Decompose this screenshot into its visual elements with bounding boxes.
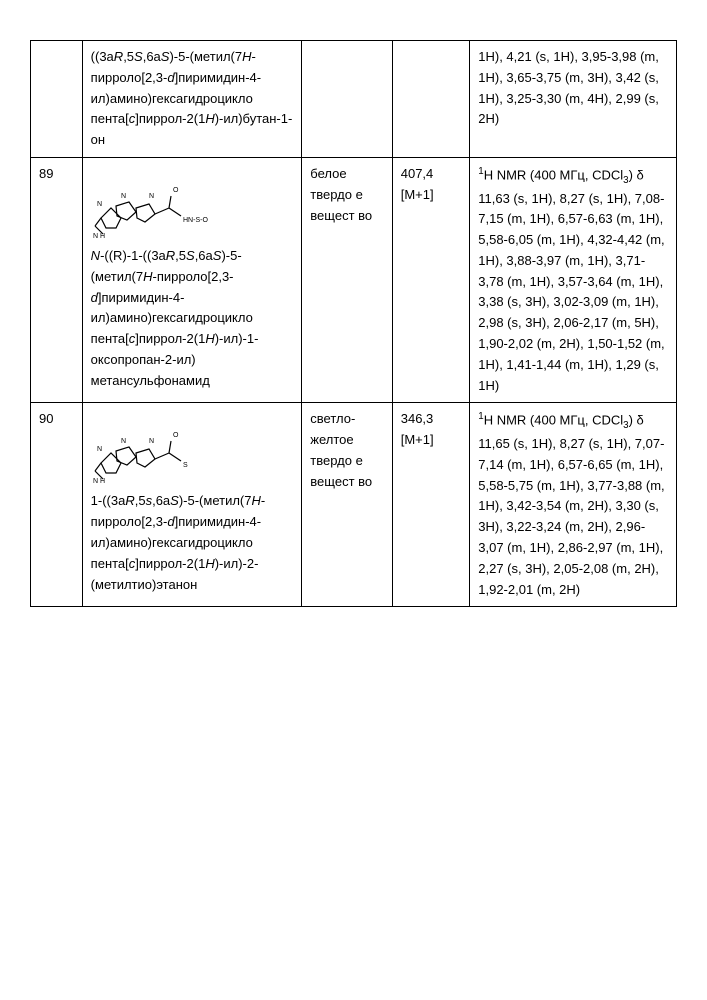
compound-name: ((3aR,5S,6aS)-5-(метил(7H-пирроло[2,3-d]… bbox=[82, 41, 302, 158]
svg-text:S: S bbox=[183, 462, 188, 469]
mass-spec bbox=[392, 41, 470, 158]
svg-text:N: N bbox=[97, 446, 102, 453]
nmr-data: 1H), 4,21 (s, 1H), 3,95-3,98 (m, 1H), 3,… bbox=[470, 41, 677, 158]
compound-name: N N N O HN-S-O N H N-((R)-1-((3aR,5S,6aS… bbox=[82, 157, 302, 402]
svg-text:N: N bbox=[149, 438, 154, 445]
svg-text:O: O bbox=[173, 187, 179, 194]
row-number bbox=[31, 41, 83, 158]
svg-text:N: N bbox=[149, 193, 154, 200]
svg-text:N: N bbox=[97, 201, 102, 208]
nmr-data: 1H NMR (400 МГц, CDCl3) δ 11,65 (s, 1H),… bbox=[470, 403, 677, 607]
appearance: светло-желтое твердо е вещест во bbox=[302, 403, 392, 607]
svg-text:O: O bbox=[173, 432, 179, 439]
structure-diagram: N N N O S N H bbox=[91, 413, 211, 483]
compound-name: N N N O S N H 1-((3aR,5s,6aS)-5-(метил(7… bbox=[82, 403, 302, 607]
row-number: 89 bbox=[31, 157, 83, 402]
svg-text:HN-S-O: HN-S-O bbox=[183, 217, 208, 224]
svg-text:N H: N H bbox=[93, 478, 105, 483]
mass-spec: 407,4 [M+1] bbox=[392, 157, 470, 402]
svg-text:N: N bbox=[121, 438, 126, 445]
mass-spec: 346,3 [M+1] bbox=[392, 403, 470, 607]
nmr-data: 1H NMR (400 МГц, CDCl3) δ 11,63 (s, 1H),… bbox=[470, 157, 677, 402]
svg-text:N H: N H bbox=[93, 233, 105, 238]
svg-text:N: N bbox=[121, 193, 126, 200]
compound-table: ((3aR,5S,6aS)-5-(метил(7H-пирроло[2,3-d]… bbox=[30, 40, 677, 607]
appearance bbox=[302, 41, 392, 158]
row-number: 90 bbox=[31, 403, 83, 607]
appearance: белое твердо е вещест во bbox=[302, 157, 392, 402]
structure-diagram: N N N O HN-S-O N H bbox=[91, 168, 211, 238]
